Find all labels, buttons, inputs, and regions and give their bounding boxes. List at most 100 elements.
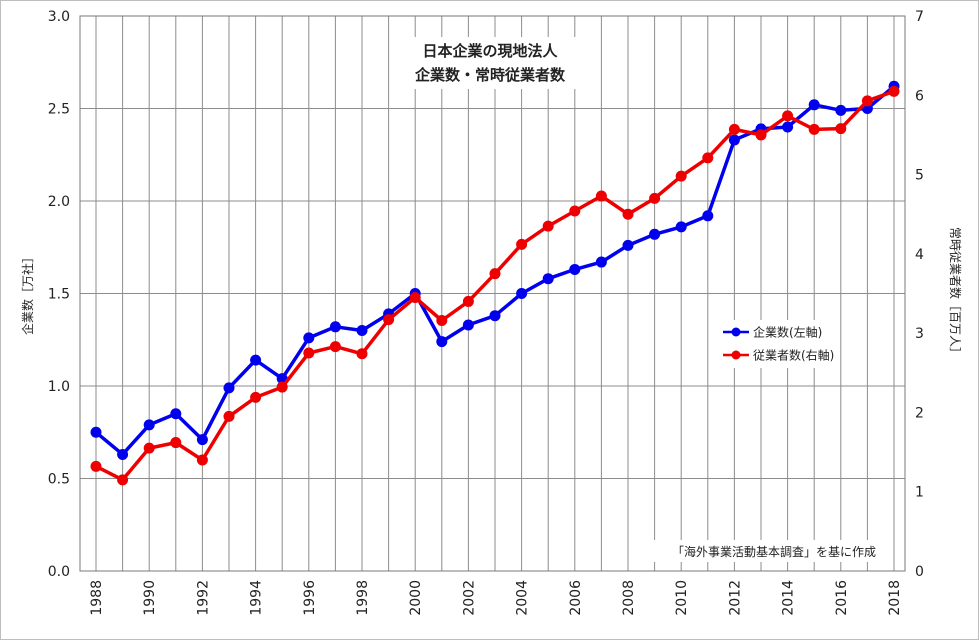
right-tick-label: 1 <box>915 485 924 501</box>
x-tick-label: 2006 <box>568 580 584 616</box>
right-tick-label: 4 <box>915 247 924 263</box>
point-employees-2013 <box>755 129 767 141</box>
point-employees-2015 <box>808 123 820 135</box>
legend-background <box>721 320 839 368</box>
point-employees-2005 <box>542 220 554 232</box>
left-tick-label: 0.5 <box>48 472 70 488</box>
point-employees-1999 <box>383 314 395 326</box>
point-employees-2018 <box>888 85 900 97</box>
series-layer <box>90 80 900 486</box>
x-tick-label: 1990 <box>142 580 158 616</box>
point-company-1992 <box>196 434 208 446</box>
point-employees-2014 <box>782 110 794 122</box>
point-employees-1996 <box>303 347 315 359</box>
title-line-1: 日本企業の現地法人 <box>422 42 558 60</box>
point-company-2004 <box>516 288 528 299</box>
x-tick-label: 2014 <box>781 580 797 616</box>
point-employees-1997 <box>329 341 341 353</box>
point-employees-2001 <box>436 314 448 326</box>
x-tick-label: 2008 <box>621 580 637 616</box>
point-company-1998 <box>356 325 368 336</box>
point-employees-2009 <box>649 192 661 204</box>
point-employees-2017 <box>861 95 873 107</box>
source-note: 「海外事業活動基本調査」を基に作成 <box>645 540 880 562</box>
x-tick-label: 2000 <box>408 580 424 616</box>
point-company-1997 <box>329 321 341 333</box>
point-company-2002 <box>462 319 474 331</box>
point-employees-2007 <box>595 190 607 202</box>
point-company-2008 <box>622 239 634 251</box>
point-company-2010 <box>675 221 687 233</box>
x-tick-label: 2002 <box>461 580 477 616</box>
x-tick-label: 2004 <box>515 580 531 616</box>
point-company-2007 <box>595 256 607 268</box>
point-company-2001 <box>436 336 448 348</box>
point-employees-2000 <box>409 291 421 303</box>
x-tick-label: 1994 <box>249 580 265 616</box>
point-employees-1993 <box>223 410 235 422</box>
source-note-text: 「海外事業活動基本調査」を基に作成 <box>672 544 876 559</box>
point-employees-1998 <box>356 348 368 360</box>
x-tick-label: 2018 <box>887 580 903 616</box>
right-axis-ticks: 0 1 2 3 4 5 6 7 <box>915 9 924 580</box>
point-company-2009 <box>649 228 661 240</box>
x-tick-label: 2010 <box>674 580 690 616</box>
point-employees-1991 <box>170 437 182 449</box>
right-tick-label: 0 <box>915 564 924 580</box>
left-axis-ticks: 0.0 0.5 1.0 1.5 2.0 2.5 3.0 <box>48 9 70 580</box>
x-tick-label: 1996 <box>302 580 318 616</box>
gridlines <box>80 15 905 572</box>
x-axis-ticks: 1988 1990 1992 1994 1996 1998 2000 2002 2004 2006… <box>89 580 903 616</box>
point-company-1990 <box>143 419 155 431</box>
point-employees-2016 <box>835 123 847 135</box>
point-company-1991 <box>170 408 182 420</box>
source-note-background <box>645 540 880 562</box>
x-tick-label: 2016 <box>834 580 850 616</box>
point-company-1994 <box>250 354 262 366</box>
left-tick-label: 1.5 <box>48 287 70 303</box>
point-company-2003 <box>489 310 501 322</box>
legend: 企業数(左軸) 従業者数(右軸) <box>721 320 839 368</box>
point-company-2014 <box>782 121 794 133</box>
point-employees-1995 <box>276 381 288 393</box>
right-tick-label: 2 <box>915 405 924 421</box>
left-tick-label: 1.0 <box>48 379 70 395</box>
point-employees-2003 <box>489 268 501 280</box>
legend-swatch-marker-employees <box>731 350 741 360</box>
legend-swatch-marker-company <box>731 327 741 337</box>
x-tick-label: 1998 <box>355 580 371 616</box>
point-employees-2004 <box>516 238 528 250</box>
right-tick-label: 3 <box>915 326 924 342</box>
point-employees-1989 <box>117 474 129 486</box>
point-company-1989 <box>117 448 129 460</box>
point-employees-1994 <box>250 391 262 403</box>
right-axis-title: 常時従業者数［百万人］ <box>948 227 963 359</box>
point-employees-2006 <box>569 205 581 217</box>
right-tick-label: 6 <box>915 88 924 104</box>
point-employees-1990 <box>143 442 155 454</box>
point-company-1993 <box>223 382 235 394</box>
left-axis-title: 企業数［万社］ <box>20 251 35 335</box>
right-tick-label: 5 <box>915 168 924 184</box>
point-company-1988 <box>90 426 102 438</box>
plot-border <box>79 15 906 572</box>
left-tick-label: 3.0 <box>48 9 70 25</box>
chart-title: 日本企業の現地法人 企業数・常時従業者数 <box>393 37 587 89</box>
point-company-2012 <box>728 134 740 146</box>
point-company-2005 <box>542 273 554 285</box>
point-company-2006 <box>569 263 581 275</box>
point-company-2016 <box>835 104 847 116</box>
x-tick-label: 2012 <box>727 580 743 616</box>
right-tick-label: 7 <box>915 9 924 25</box>
title-line-2: 企業数・常時従業者数 <box>414 66 566 84</box>
point-employees-2012 <box>728 123 740 135</box>
left-tick-label: 0.0 <box>48 564 70 580</box>
point-employees-1992 <box>196 454 208 466</box>
point-employees-1988 <box>90 460 102 472</box>
point-employees-2002 <box>462 295 474 307</box>
x-tick-label: 1992 <box>195 580 211 616</box>
title-background <box>393 37 587 89</box>
left-tick-label: 2.5 <box>48 102 70 118</box>
